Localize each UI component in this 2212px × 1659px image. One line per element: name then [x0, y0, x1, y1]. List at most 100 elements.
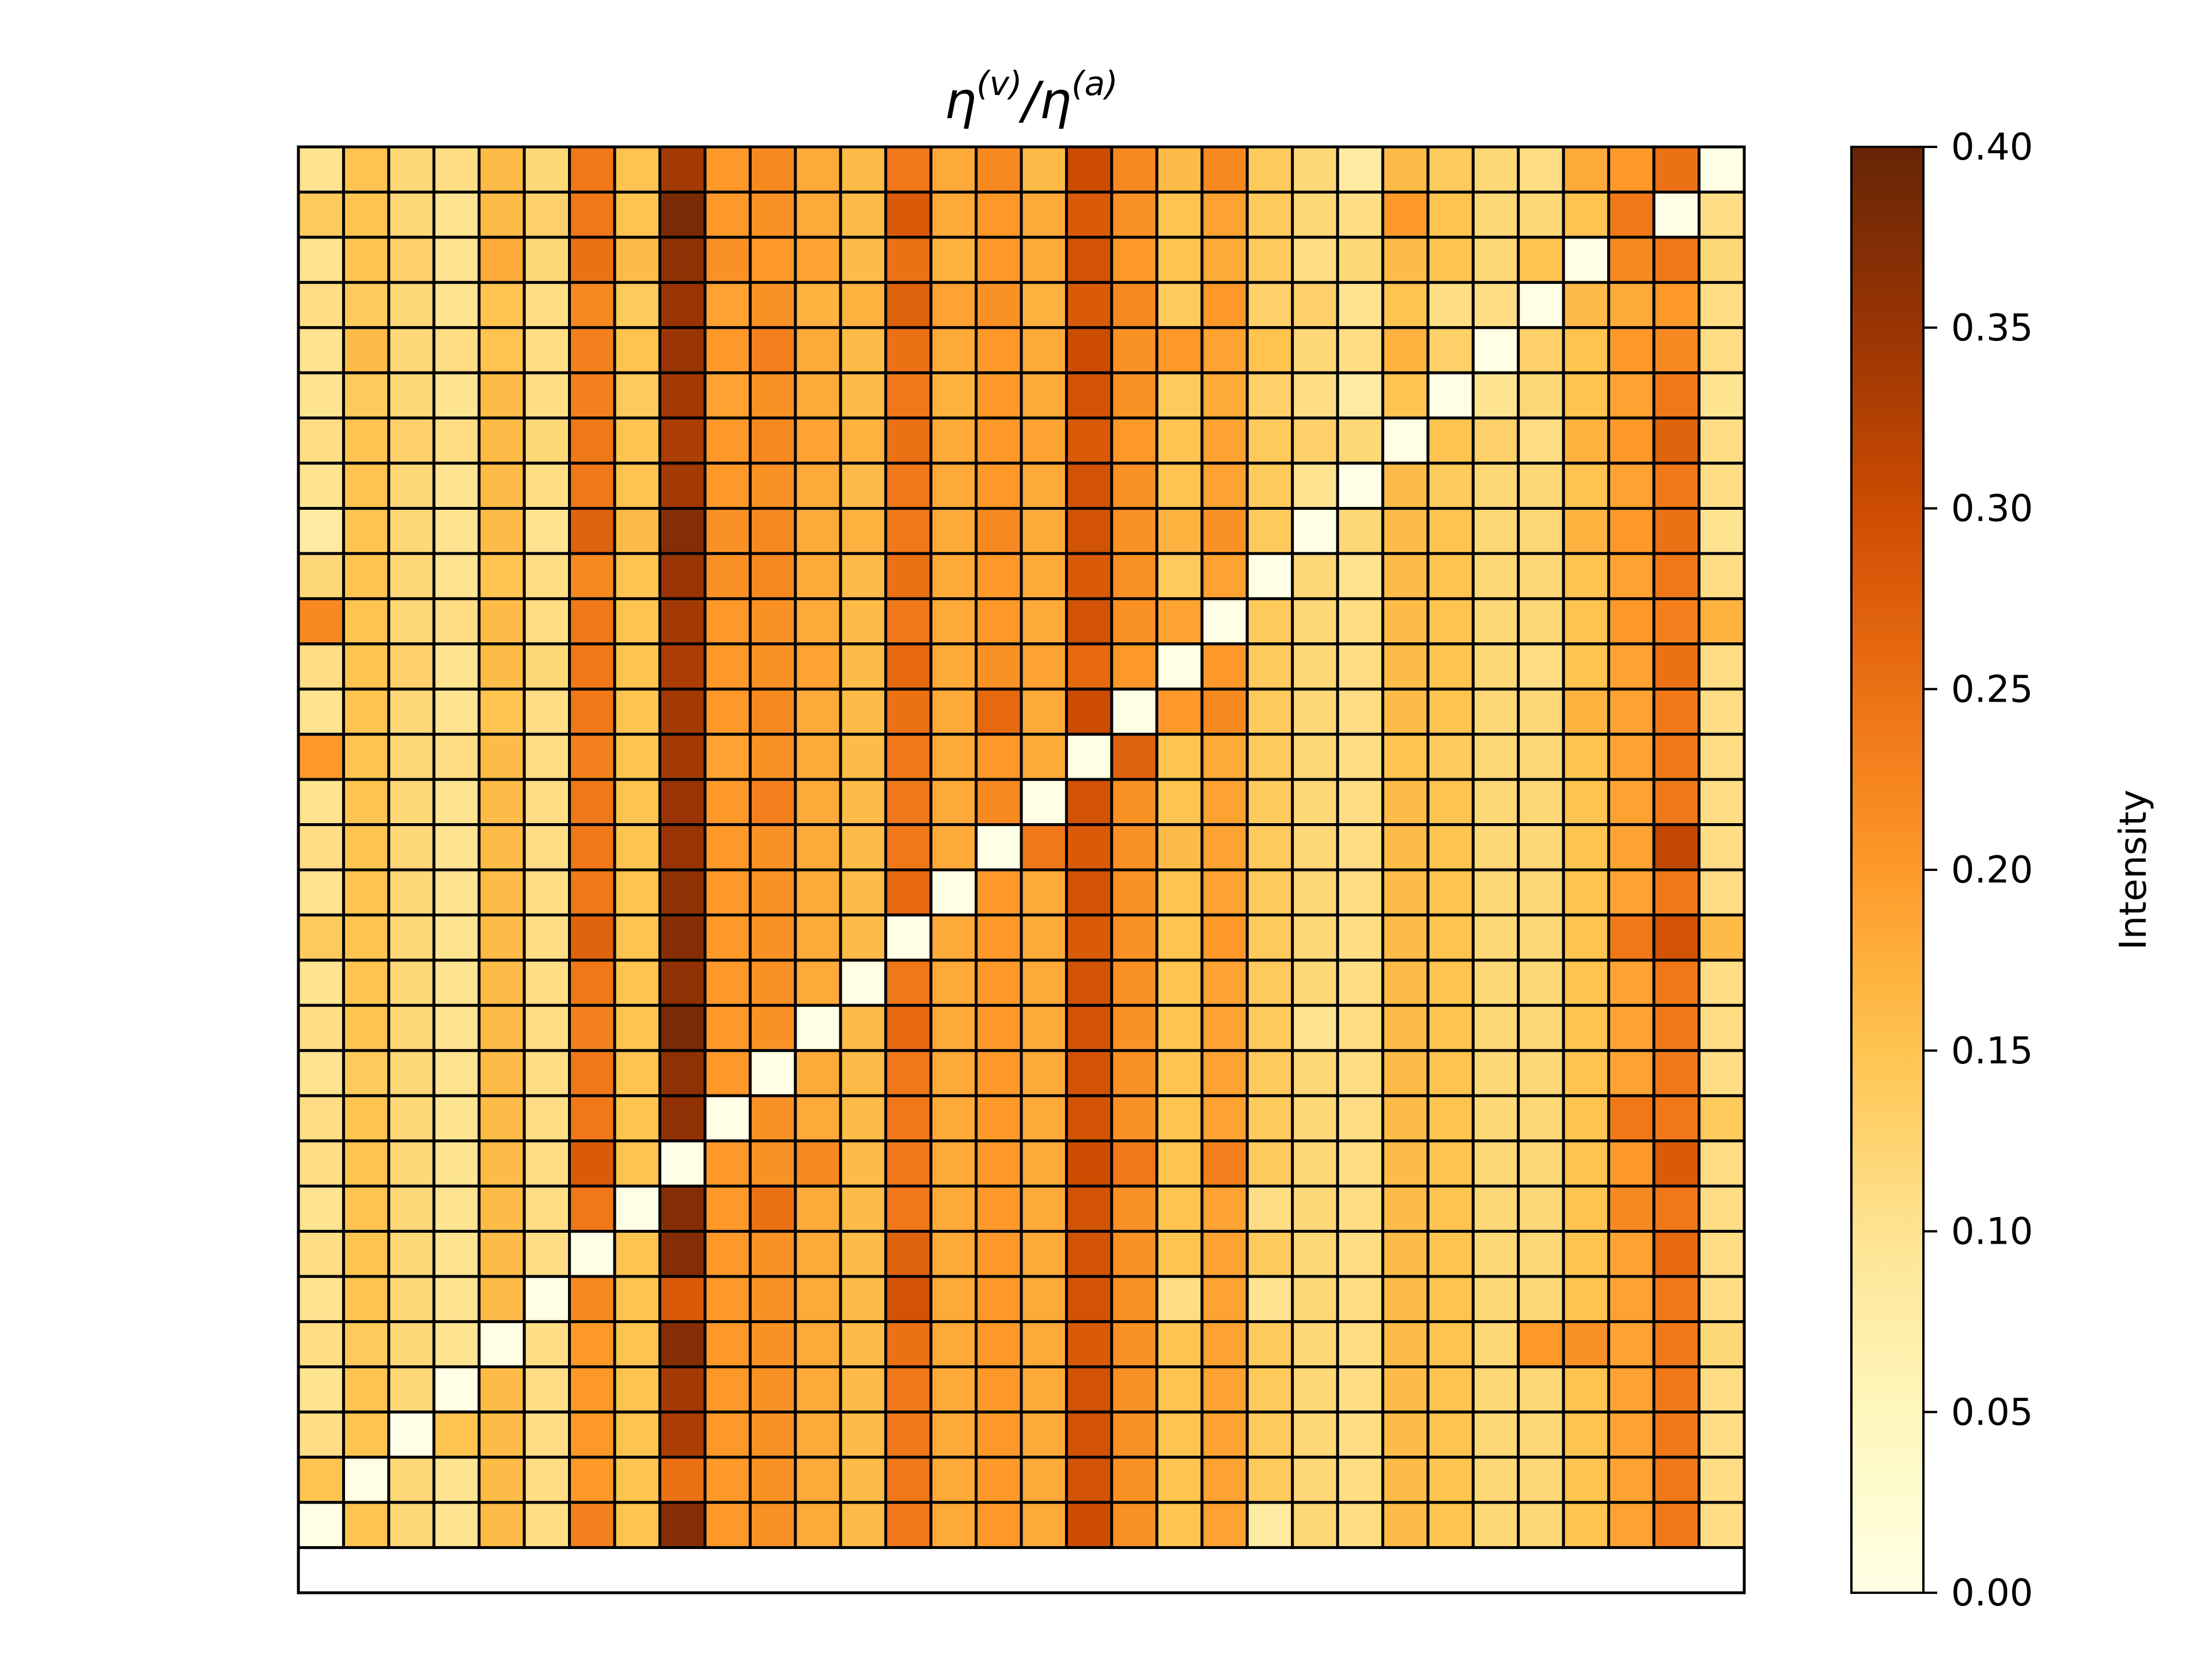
heatmap-cell: [1698, 1275, 1746, 1323]
heatmap-cell: [1607, 778, 1656, 827]
heatmap-cell: [1020, 1275, 1068, 1323]
heatmap-cell: [1426, 1365, 1475, 1414]
heatmap-cell: [929, 236, 978, 284]
heatmap-cell: [1562, 1049, 1611, 1097]
heatmap-cell: [297, 145, 345, 194]
heatmap-cell: [613, 371, 662, 420]
heatmap-cell: [1607, 371, 1656, 420]
colorbar-tick-label: 0.15: [1951, 1030, 2033, 1073]
heatmap-cell: [1110, 687, 1158, 736]
heatmap-cell: [1562, 507, 1611, 555]
heatmap-cell: [1245, 1049, 1294, 1097]
heatmap-cell: [1471, 552, 1520, 600]
heatmap-cell: [748, 1003, 797, 1052]
heatmap-cell: [1562, 552, 1611, 600]
heatmap-cell: [478, 913, 526, 962]
heatmap-cell: [1652, 642, 1701, 691]
heatmap-cell: [297, 868, 345, 916]
colorbar-tick-label: 0.00: [1951, 1572, 2033, 1615]
heatmap-cell: [748, 371, 797, 420]
heatmap-cell: [1200, 642, 1249, 691]
heatmap-cell: [478, 1320, 526, 1369]
heatmap-cell: [1652, 1365, 1701, 1414]
heatmap-cell: [1155, 959, 1204, 1007]
heatmap-cell: [1698, 1320, 1746, 1369]
heatmap-cell: [975, 868, 1023, 916]
heatmap-cell: [1652, 687, 1701, 736]
heatmap-cell: [1291, 371, 1339, 420]
heatmap-cell: [1426, 1003, 1475, 1052]
heatmap-cell: [1381, 1139, 1430, 1188]
heatmap-cell: [1471, 1230, 1520, 1278]
heatmap-cell: [1607, 1501, 1656, 1550]
heatmap-cell: [1065, 823, 1113, 872]
heatmap-cell: [342, 1456, 391, 1504]
heatmap-cell: [1020, 1410, 1068, 1459]
heatmap-cell: [1517, 1049, 1565, 1097]
heatmap-cell: [1426, 687, 1475, 736]
heatmap-cell: [703, 1275, 752, 1323]
heatmap-cell: [1245, 1501, 1294, 1550]
heatmap-cell: [1426, 552, 1475, 600]
heatmap-cell: [297, 733, 345, 781]
heatmap-cell: [884, 733, 933, 781]
heatmap-cell: [1065, 1365, 1113, 1414]
heatmap-cell: [297, 326, 345, 374]
heatmap-cell: [342, 281, 391, 329]
heatmap-cell: [1020, 552, 1068, 600]
heatmap-cell: [1065, 597, 1113, 646]
heatmap-cell: [1291, 1003, 1339, 1052]
heatmap-cell: [1200, 959, 1249, 1007]
heatmap-cell: [839, 1184, 888, 1233]
heatmap-cell: [1155, 416, 1204, 465]
colorbar-tick-label: 0.35: [1951, 307, 2033, 350]
heatmap-cell: [1155, 236, 1204, 284]
heatmap-cell: [478, 687, 526, 736]
heatmap-cell: [1155, 1365, 1204, 1414]
heatmap-cell: [794, 1456, 842, 1504]
heatmap-cell: [1698, 597, 1746, 646]
heatmap-cell: [613, 416, 662, 465]
heatmap-cell: [297, 1049, 345, 1097]
heatmap-cell: [1652, 597, 1701, 646]
heatmap-cell: [432, 1501, 481, 1550]
heatmap-cell: [839, 1230, 888, 1278]
heatmap-cell: [1471, 1320, 1520, 1369]
heatmap-cell: [1381, 552, 1430, 600]
heatmap-cell: [1562, 1094, 1611, 1143]
heatmap-cell: [1607, 959, 1656, 1007]
heatmap-cell: [522, 868, 571, 916]
heatmap-cell: [522, 552, 571, 600]
heatmap-cell: [297, 281, 345, 329]
heatmap-cell: [929, 959, 978, 1007]
heatmap-cell: [748, 642, 797, 691]
heatmap-cell: [839, 281, 888, 329]
heatmap-cell: [1020, 1139, 1068, 1188]
heatmap-cell: [1291, 1410, 1339, 1459]
heatmap-cell: [794, 1365, 842, 1414]
heatmap-cell: [1562, 1365, 1611, 1414]
heatmap-cell: [1245, 1230, 1294, 1278]
heatmap-cell: [1065, 1184, 1113, 1233]
heatmap-cell: [839, 416, 888, 465]
heatmap-cell: [1291, 959, 1339, 1007]
heatmap-cell: [839, 959, 888, 1007]
heatmap-cell: [703, 326, 752, 374]
heatmap-cell: [1517, 1410, 1565, 1459]
heatmap-cell: [522, 959, 571, 1007]
heatmap-cell: [387, 913, 435, 962]
heatmap-cell: [748, 823, 797, 872]
heatmap-cell: [1517, 1456, 1565, 1504]
heatmap-cell: [1110, 778, 1158, 827]
heatmap-cell: [1336, 190, 1385, 239]
heatmap-cell: [1426, 1049, 1475, 1097]
heatmap-cell: [929, 552, 978, 600]
heatmap-cell: [432, 190, 481, 239]
heatmap-cell: [1065, 461, 1113, 510]
heatmap-cell: [794, 1094, 842, 1143]
heatmap-cell: [1607, 823, 1656, 872]
heatmap-cell: [1245, 1365, 1294, 1414]
heatmap-cell: [1698, 281, 1746, 329]
heatmap-cell: [297, 1184, 345, 1233]
heatmap-cell: [478, 778, 526, 827]
